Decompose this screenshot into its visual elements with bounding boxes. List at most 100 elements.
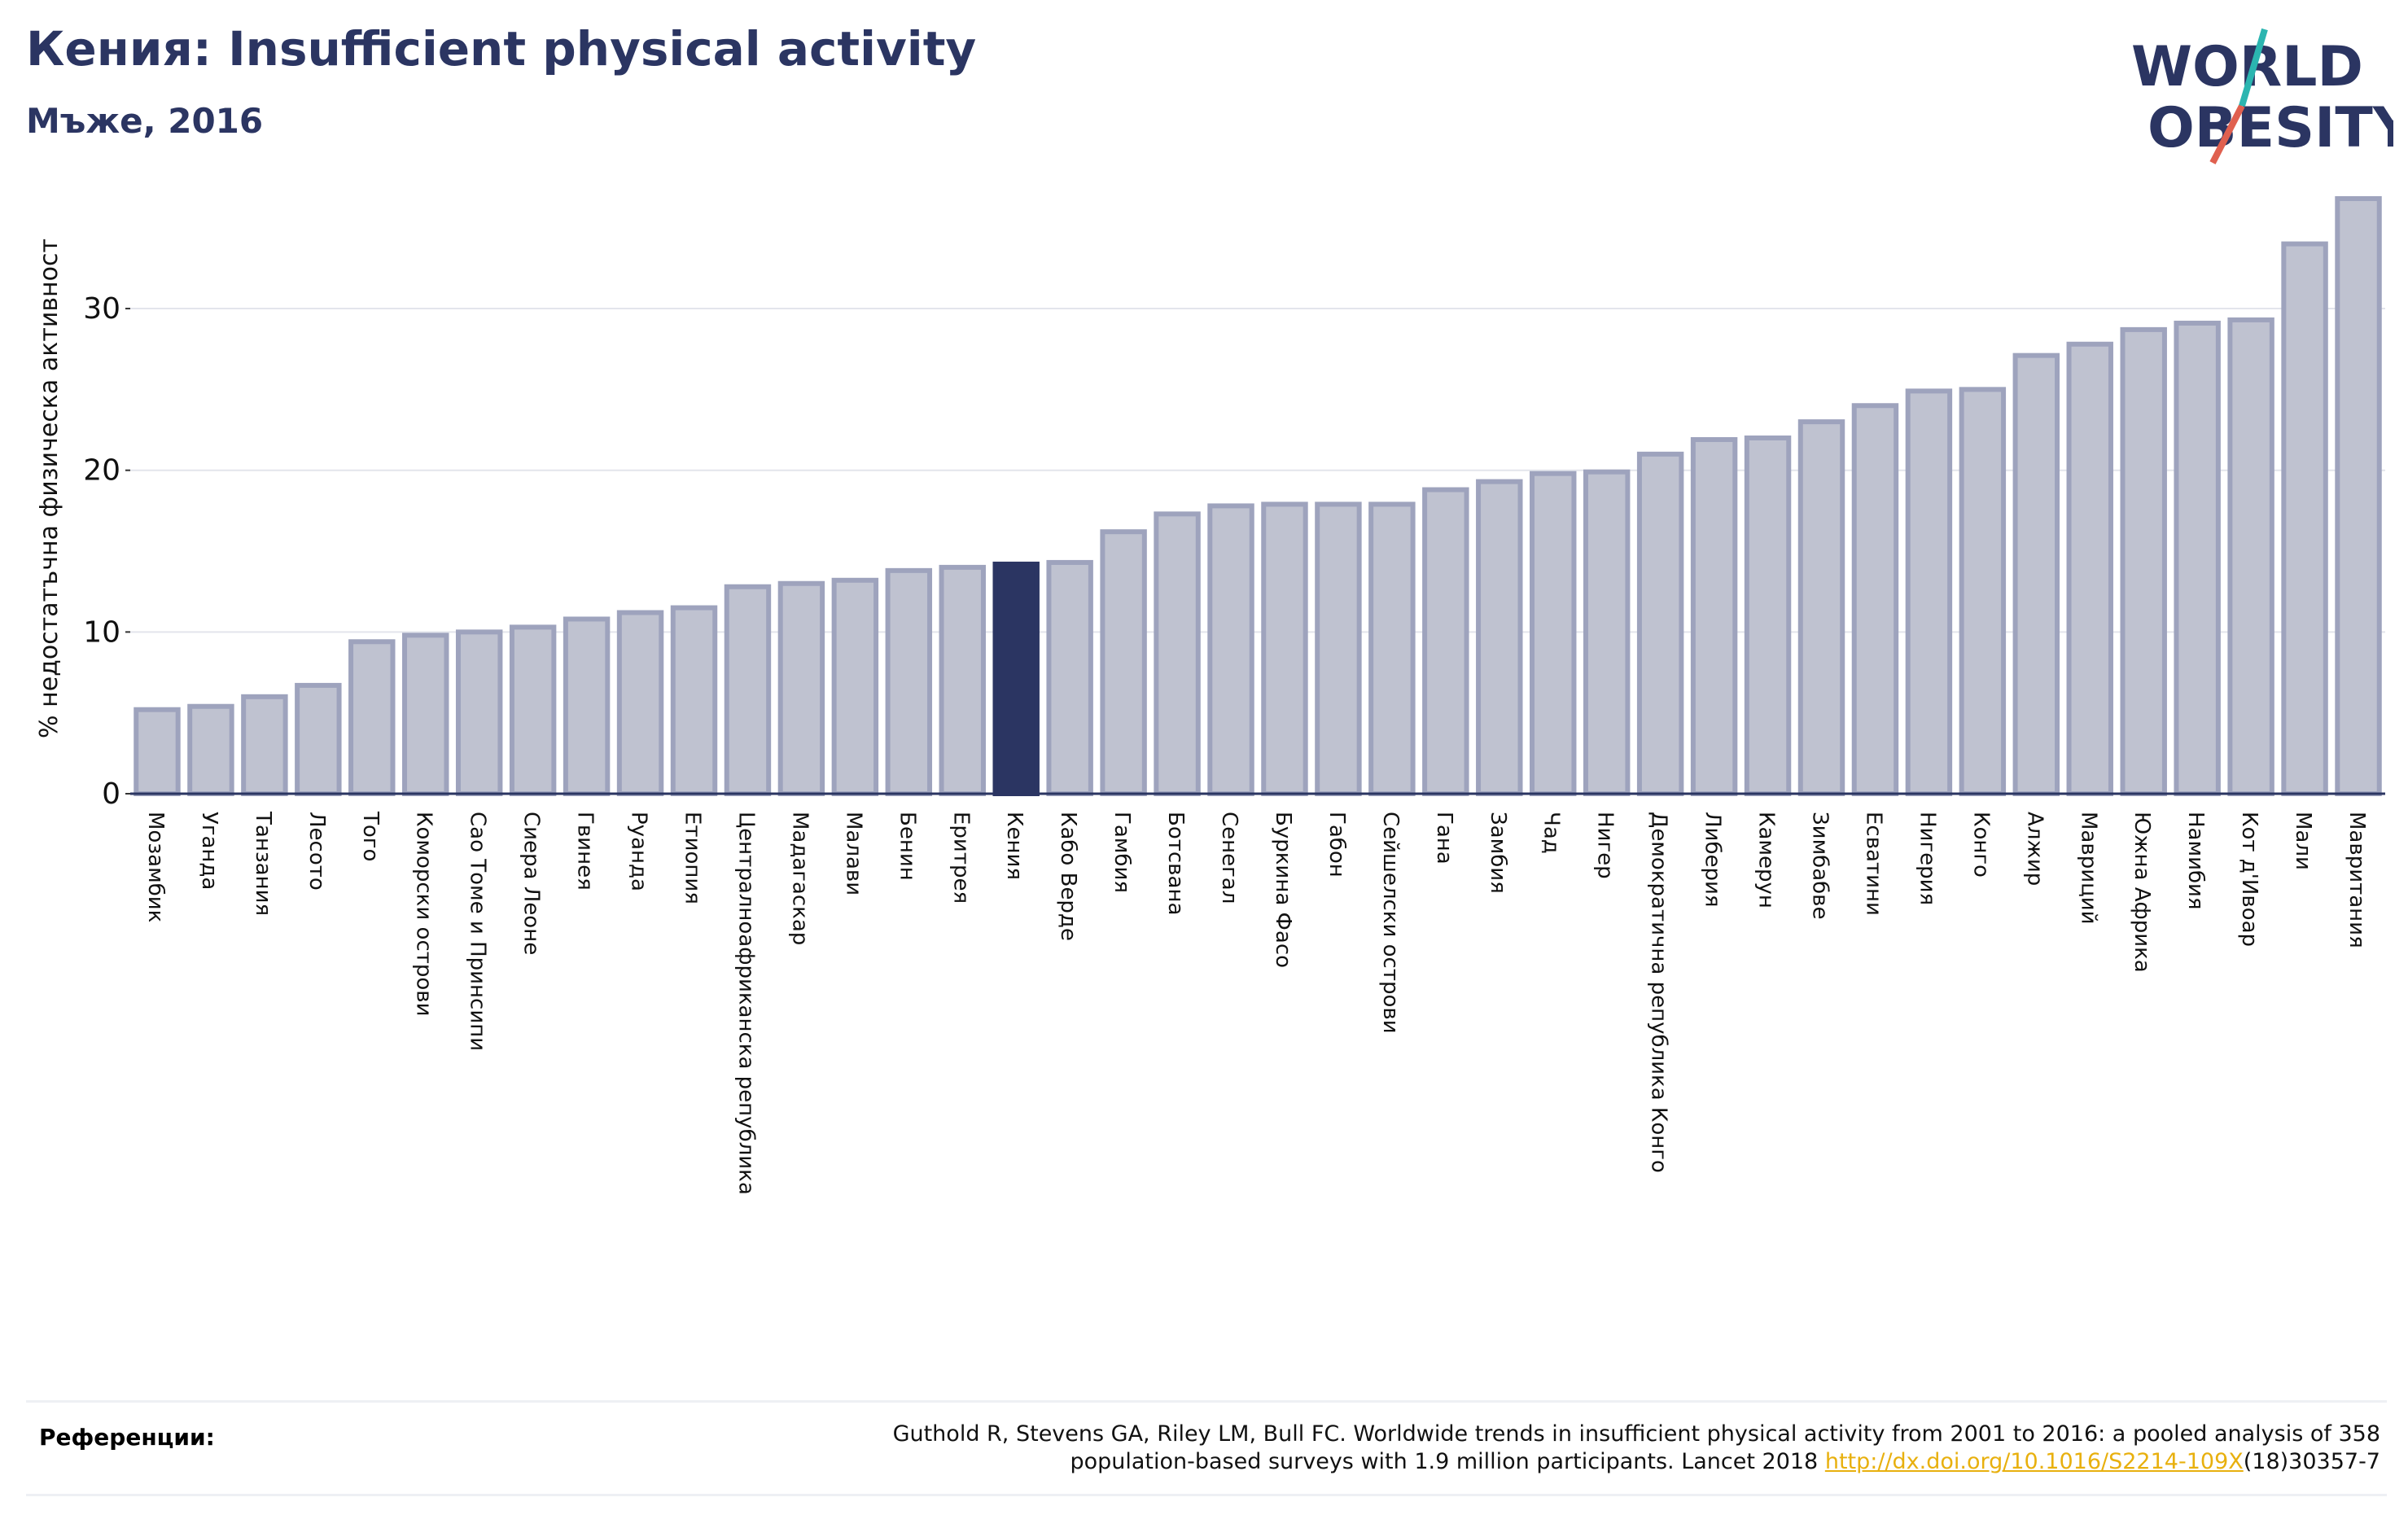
bar-28 [1583,469,1631,797]
bar-13 [777,580,825,797]
references-label: Референции: [39,1424,215,1451]
x-tick-label: Сао Томе и Принсипи [466,812,490,1051]
x-tick-label: Гамбия [1110,812,1134,893]
x-tick-label: Лесото [304,812,329,891]
x-tick-label: Либерия [1701,812,1725,908]
bar-7 [455,629,503,797]
bar-16 [939,564,986,796]
bar-chart: Мозамбик Уганда Танзания Лесото Того Коморски… [35,195,2385,1195]
x-tick-label: Гана [1432,812,1456,865]
bar-6 [402,633,449,797]
bar-23 [1315,501,1362,797]
bar-1 [134,707,181,796]
bar-3 [241,694,288,796]
grid-lines [130,308,2385,633]
x-tick-label: Нигерия [1915,812,1939,905]
x-tick-label: Того [358,811,383,861]
bar-41 [2281,241,2328,796]
references-line-2-start: population-based surveys with 1.9 millio… [1070,1449,1825,1474]
bar-32 [1797,419,1845,796]
bar-24 [1368,501,1416,797]
bar-5 [348,639,396,796]
x-tick-label: Чад [1539,812,1564,854]
y-tick-label: 30 [83,292,120,326]
bar-37 [2066,341,2113,796]
x-tick-label: Сиера Леоне [519,812,544,955]
x-tick-label: Кот д'Ивоар [2237,812,2261,947]
x-tick-label: Южна Африка [2130,812,2154,973]
bar-9 [563,616,611,797]
bar-31 [1744,435,1792,796]
x-tick-labels: Мозамбик Уганда Танзания Лесото Того Коморски… [143,811,2369,1195]
bar-29 [1636,451,1684,796]
x-tick-label: Демократична република Конго [1647,812,1671,1173]
logo-slash-coral [2209,104,2245,164]
y-tick-labels: 0 10 20 30 [83,292,130,811]
references-panel: Референции: Guthold R, Stevens GA, Riley… [26,1400,2387,1496]
bar-11 [670,605,718,797]
bar-40 [2227,317,2274,796]
x-tick-label: Сенегал [1217,812,1241,904]
x-tick-label: Есватини [1861,812,1885,916]
x-tick-label: Зимбабве [1808,812,1832,920]
bar-12 [724,584,772,796]
bar-21 [1207,503,1254,796]
x-tick-label: Мадагаскар [787,812,812,945]
x-tick-label: Замбия [1486,812,1510,894]
references-line-2-end: (18)30357-7 [2243,1449,2380,1474]
bar-25 [1422,487,1469,796]
x-tick-label: Коморски острови [412,812,436,1017]
x-tick-label: Мавритания [2345,812,2369,948]
x-tick-label: Буркина Фасо [1271,812,1295,968]
x-tick-label: Етиопия [681,812,705,904]
doi-link[interactable]: http://dx.doi.org/10.1016/S2214-109X [1824,1449,2244,1474]
logo-text-obesity: OBESITY [2147,96,2393,160]
logo-slash-teal [2239,28,2268,107]
bar-4 [295,682,342,796]
x-tick-label: Конго [1968,812,1993,878]
x-tick-label: Намибия [2183,812,2208,910]
x-tick-label: Мозамбик [143,812,168,922]
y-tick-label: 10 [83,615,120,649]
x-tick-label: Ботсвана [1163,812,1188,915]
x-tick-label: Уганда [197,812,221,890]
bars [134,195,2382,797]
chart-title: Кения: Insufficient physical activity [26,21,977,77]
bar-38 [2120,326,2167,797]
bar-36 [2012,352,2060,796]
bar-34 [1905,388,1953,796]
x-tick-label: Габон [1324,812,1349,878]
x-tick-label: Малави [841,812,865,895]
x-tick-label: Мали [2291,812,2315,870]
x-tick-label: Централноафриканска република [733,812,758,1195]
x-tick-label: Кабо Верде [1056,812,1080,941]
x-tick-label: Нигер [1593,812,1618,879]
y-axis-label: % недостатъчна физическа активност [35,239,63,738]
x-tick-label: Алжир [2022,812,2047,886]
bar-18 [1046,559,1093,796]
world-obesity-logo: WORLD OBESITY [2131,28,2393,164]
references-line-2: population-based surveys with 1.9 millio… [671,1448,2380,1476]
bar-2 [187,703,234,797]
bar-19 [1100,529,1147,797]
y-tick-label: 0 [102,777,120,811]
bar-22 [1261,501,1308,797]
x-tick-label: Сейшелски острови [1378,812,1403,1034]
bar-42 [2335,195,2382,797]
bar-30 [1690,436,1738,796]
x-tick-label: Руанда [627,812,651,891]
bar-14 [831,577,879,797]
references-text: Guthold R, Stevens GA, Riley LM, Bull FC… [671,1421,2380,1476]
x-tick-label: Еритрея [948,812,973,904]
bar-27 [1530,471,1577,796]
bar-39 [2174,320,2221,796]
x-tick-label: Гвинея [573,812,598,891]
bar-8 [509,624,557,797]
bar-17 [992,561,1040,797]
bar-10 [616,610,664,796]
y-tick-label: 20 [83,454,120,488]
references-line-1: Guthold R, Stevens GA, Riley LM, Bull FC… [892,1421,2380,1447]
x-tick-label: Камерун [1754,812,1779,908]
x-tick-label: Мавриций [2076,812,2100,925]
x-tick-label: Танзания [251,811,275,916]
